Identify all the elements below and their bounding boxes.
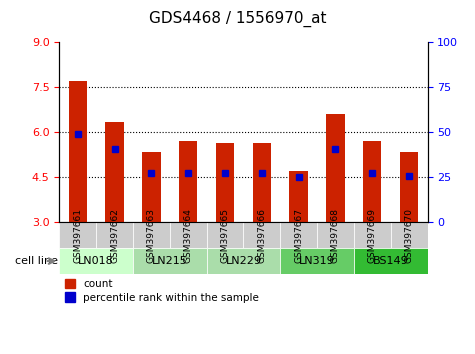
Bar: [326, 114, 345, 222]
Bar: [96, 222, 133, 248]
Bar: [243, 222, 280, 248]
Text: GSM397663: GSM397663: [147, 208, 156, 263]
Bar: [133, 248, 207, 274]
Text: LN018: LN018: [78, 256, 114, 266]
Text: cell line: cell line: [15, 256, 57, 266]
Text: BS149: BS149: [373, 256, 408, 266]
Text: GSM397661: GSM397661: [73, 208, 82, 263]
Bar: [59, 248, 133, 274]
Bar: [354, 248, 428, 274]
Bar: [289, 171, 308, 222]
Text: GSM397662: GSM397662: [110, 208, 119, 263]
Text: GSM397670: GSM397670: [405, 208, 414, 263]
Bar: [142, 152, 161, 222]
Text: GSM397669: GSM397669: [368, 208, 377, 263]
Bar: [253, 143, 271, 222]
Bar: [207, 222, 243, 248]
Text: GSM397667: GSM397667: [294, 208, 303, 263]
Text: GSM397666: GSM397666: [257, 208, 266, 263]
Text: LN229: LN229: [226, 256, 261, 266]
Text: GSM397668: GSM397668: [331, 208, 340, 263]
Legend: count, percentile rank within the sample: count, percentile rank within the sample: [65, 279, 259, 303]
Bar: [400, 152, 418, 222]
Text: GSM397665: GSM397665: [220, 208, 229, 263]
Bar: [390, 222, 428, 248]
Text: GSM397664: GSM397664: [184, 208, 193, 263]
Bar: [179, 142, 198, 222]
Bar: [170, 222, 207, 248]
Bar: [59, 222, 96, 248]
Bar: [216, 143, 234, 222]
Bar: [317, 222, 354, 248]
Bar: [133, 222, 170, 248]
Bar: [354, 222, 390, 248]
Text: LN215: LN215: [152, 256, 188, 266]
Text: GDS4468 / 1556970_at: GDS4468 / 1556970_at: [149, 11, 326, 27]
Bar: [68, 81, 87, 222]
Text: LN319: LN319: [299, 256, 335, 266]
Bar: [105, 122, 124, 222]
Bar: [280, 248, 354, 274]
Bar: [207, 248, 280, 274]
Bar: [280, 222, 317, 248]
Bar: [363, 142, 381, 222]
